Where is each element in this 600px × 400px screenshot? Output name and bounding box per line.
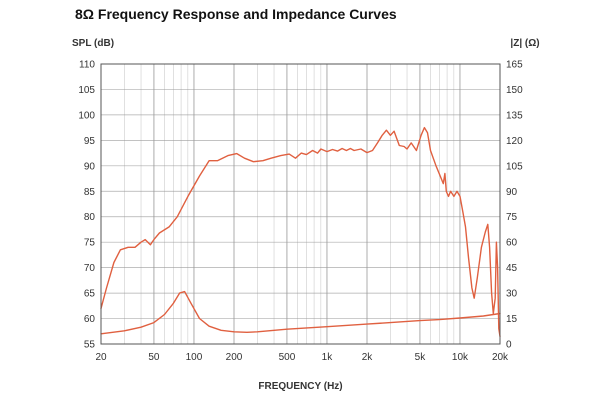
y-right-tick-label: 120 (506, 136, 523, 147)
y-right-tick-label: 75 (506, 212, 518, 223)
y-left-tick-label: 70 (84, 263, 96, 274)
y-left-tick-label: 90 (84, 161, 96, 172)
y-right-tick-label: 90 (506, 187, 518, 198)
x-tick-label: 2k (362, 352, 374, 363)
y-right-tick-label: 30 (506, 289, 518, 300)
x-tick-label: 50 (148, 352, 160, 363)
x-tick-label: 200 (226, 352, 243, 363)
y-left-tick-label: 65 (84, 289, 96, 300)
y-left-tick-label: 80 (84, 212, 96, 223)
frequency-response-curve (100, 126, 501, 338)
y-left-tick-label: 85 (84, 187, 96, 198)
y-left-tick-label: 55 (84, 340, 96, 351)
y-left-tick-label: 60 (84, 314, 96, 325)
x-tick-label: 20k (492, 352, 509, 363)
y-right-tick-label: 60 (506, 238, 518, 249)
y-left-tick-label: 75 (84, 238, 96, 249)
y-left-tick-label: 100 (78, 110, 95, 121)
x-tick-label: 5k (415, 352, 427, 363)
label-layer: SPL (dB) |Z| (Ω) FREQUENCY (Hz) 110 105 10… (72, 38, 540, 392)
y-right-tick-label: 45 (506, 263, 518, 274)
y-right-tick-label: 105 (506, 161, 523, 172)
x-tick-label: 20 (95, 352, 107, 363)
y-left-tick-label: 95 (84, 136, 96, 147)
y-left-tick-label: 105 (78, 85, 95, 96)
x-tick-label: 100 (186, 352, 203, 363)
y-right-tick-label: 0 (506, 340, 512, 351)
curve-layer (100, 126, 501, 338)
grid-layer (100, 63, 501, 345)
x-tick-label: 500 (279, 352, 296, 363)
y-axis-left-label: SPL (dB) (72, 38, 114, 49)
x-tick-label: 1k (322, 352, 334, 363)
y-right-tick-label: 165 (506, 60, 523, 71)
y-axis-right-label: |Z| (Ω) (510, 38, 539, 49)
y-right-tick-label: 135 (506, 110, 523, 121)
impedance-curve (100, 290, 501, 335)
x-tick-label: 10k (452, 352, 469, 363)
y-left-tick-label: 110 (79, 60, 95, 71)
plot-frame (100, 63, 501, 345)
y-right-tick-label: 150 (506, 85, 523, 96)
chart-title: 8Ω Frequency Response and Impedance Curv… (75, 6, 397, 22)
y-right-tick-label: 15 (506, 314, 518, 325)
x-axis-label: FREQUENCY (Hz) (258, 381, 342, 392)
